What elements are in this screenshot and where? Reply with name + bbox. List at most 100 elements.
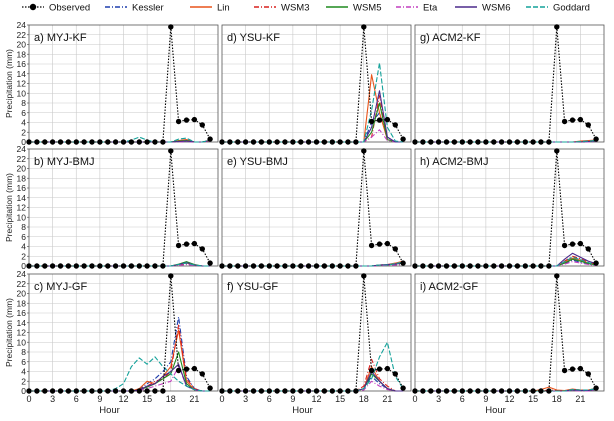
observed-point bbox=[73, 263, 80, 269]
observed-point bbox=[392, 246, 398, 252]
observed-point bbox=[266, 263, 272, 269]
observed-point bbox=[168, 24, 174, 30]
observed-point bbox=[105, 139, 111, 145]
y-tick-label: 4 bbox=[21, 242, 26, 252]
x-tick-label: 18 bbox=[166, 394, 176, 404]
observed-point bbox=[514, 263, 521, 269]
x-axis-label: Hour bbox=[485, 405, 506, 416]
observed-point bbox=[112, 139, 119, 145]
legend-item-kessler: Kessler bbox=[105, 3, 164, 14]
observed-point bbox=[199, 122, 205, 128]
y-tick-label: 6 bbox=[21, 357, 26, 367]
observed-point bbox=[65, 139, 72, 145]
observed-point bbox=[313, 263, 320, 269]
observed-point bbox=[42, 139, 48, 145]
y-tick-label: 18 bbox=[17, 49, 27, 59]
observed-point bbox=[97, 139, 103, 145]
panel-label: g) ACM2-KF bbox=[420, 32, 481, 44]
legend-item-lin: Lin bbox=[190, 3, 230, 14]
observed-point bbox=[593, 136, 599, 142]
panel-label: d) YSU-KF bbox=[227, 32, 280, 44]
legend-marker bbox=[29, 3, 37, 11]
observed-point bbox=[467, 388, 473, 394]
observed-point bbox=[49, 388, 56, 394]
observed-point bbox=[577, 116, 584, 123]
observed-point bbox=[361, 24, 367, 30]
y-tick-label: 24 bbox=[17, 269, 27, 279]
y-tick-label: 14 bbox=[17, 193, 27, 203]
observed-point bbox=[451, 139, 458, 145]
y-tick-label: 18 bbox=[17, 298, 27, 308]
observed-point bbox=[175, 118, 182, 125]
observed-point bbox=[412, 263, 418, 269]
observed-point bbox=[290, 388, 296, 394]
observed-point bbox=[199, 371, 205, 377]
observed-point bbox=[49, 263, 56, 269]
observed-point bbox=[467, 139, 473, 145]
observed-point bbox=[459, 388, 465, 394]
observed-point bbox=[491, 388, 497, 394]
observed-point bbox=[144, 388, 150, 394]
y-tick-label: 22 bbox=[17, 154, 27, 164]
observed-point bbox=[554, 148, 560, 154]
x-tick-label: 6 bbox=[267, 394, 272, 404]
observed-point bbox=[219, 139, 225, 145]
observed-point bbox=[585, 122, 591, 128]
y-axis-label: Precipitation (mm) bbox=[4, 173, 14, 242]
observed-point bbox=[42, 263, 48, 269]
series-line-goddard bbox=[222, 341, 404, 392]
y-tick-label: 0 bbox=[21, 137, 26, 147]
observed-point bbox=[475, 139, 481, 145]
y-tick-label: 10 bbox=[17, 337, 27, 347]
y-tick-label: 20 bbox=[17, 289, 27, 299]
observed-point bbox=[384, 365, 391, 372]
x-tick-label: 9 bbox=[290, 394, 295, 404]
observed-point bbox=[569, 241, 576, 247]
observed-point bbox=[207, 385, 213, 391]
y-tick-label: 16 bbox=[17, 183, 27, 193]
observed-point bbox=[89, 139, 95, 145]
observed-point bbox=[459, 139, 465, 145]
observed-point bbox=[420, 388, 426, 394]
observed-point bbox=[428, 263, 434, 269]
observed-point bbox=[554, 273, 560, 279]
legend-label: Observed bbox=[49, 3, 90, 14]
observed-point bbox=[57, 263, 64, 269]
panel-label: f) YSU-GF bbox=[227, 281, 278, 293]
observed-point bbox=[345, 139, 351, 145]
observed-point bbox=[152, 388, 158, 394]
observed-point bbox=[561, 118, 568, 125]
x-tick-label: 21 bbox=[382, 394, 392, 404]
x-tick-label: 6 bbox=[74, 394, 79, 404]
observed-point bbox=[498, 388, 505, 394]
observed-point bbox=[483, 263, 489, 269]
observed-point bbox=[57, 388, 64, 394]
panel-label: e) YSU-BMJ bbox=[227, 156, 288, 168]
observed-point bbox=[298, 139, 304, 145]
observed-point bbox=[329, 139, 335, 145]
legend-label: Lin bbox=[217, 3, 230, 14]
observed-point bbox=[506, 263, 513, 269]
observed-point bbox=[89, 388, 95, 394]
series-line-eta bbox=[222, 380, 404, 392]
series-line-observed bbox=[29, 275, 211, 392]
observed-point bbox=[321, 139, 328, 145]
panel-label: i) ACM2-GF bbox=[420, 281, 478, 293]
y-tick-label: 6 bbox=[21, 108, 26, 118]
observed-point bbox=[514, 388, 521, 394]
observed-point bbox=[105, 263, 111, 269]
y-tick-label: 2 bbox=[21, 251, 26, 261]
observed-point bbox=[345, 263, 351, 269]
legend-label: Eta bbox=[423, 3, 438, 14]
x-tick-label: 6 bbox=[460, 394, 465, 404]
y-axis-label: Precipitation (mm) bbox=[4, 49, 14, 118]
observed-point bbox=[136, 139, 142, 145]
observed-point bbox=[152, 263, 158, 269]
observed-point bbox=[160, 388, 166, 394]
legend-label: WSM6 bbox=[482, 3, 511, 14]
observed-point bbox=[498, 139, 505, 145]
observed-point bbox=[168, 273, 174, 279]
legend-item-wsm3: WSM3 bbox=[254, 3, 310, 14]
